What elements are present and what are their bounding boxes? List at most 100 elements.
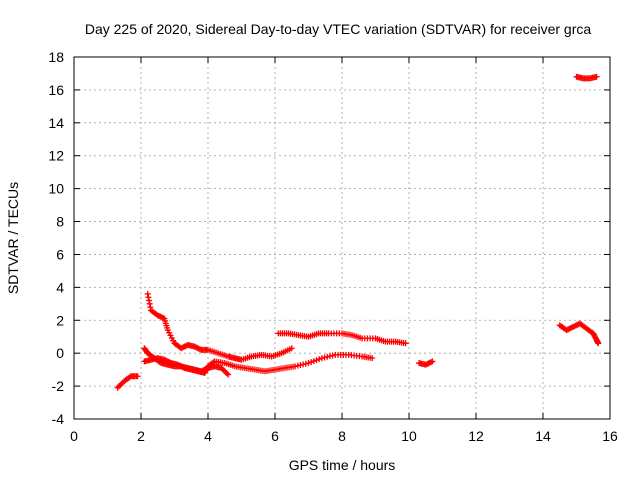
x-tick-label: 12 (468, 428, 484, 444)
series-arc-a (114, 373, 141, 391)
data-point (425, 360, 432, 367)
y-tick-label: 6 (56, 246, 64, 262)
data-point (292, 363, 299, 370)
data-point (145, 294, 152, 301)
data-point (176, 362, 183, 369)
series-arc-b (144, 290, 295, 363)
y-axis-label: SDTVAR / TECUs (5, 182, 21, 294)
x-tick-label: 2 (137, 428, 145, 444)
x-axis-label: GPS time / hours (289, 457, 396, 473)
data-point (156, 312, 163, 319)
data-point (308, 359, 315, 366)
data-point (564, 326, 571, 333)
x-tick-label: 8 (338, 428, 346, 444)
y-tick-labels: -4 -2 0 2 4 6 8 10 12 14 16 18 (48, 49, 64, 427)
data-point (429, 358, 436, 365)
data-point (161, 356, 168, 363)
data-point (426, 359, 433, 366)
data-point (178, 363, 185, 370)
data-point (329, 352, 336, 359)
data-point (158, 314, 165, 321)
data-point (182, 343, 189, 350)
series-arc-g (556, 320, 602, 347)
data-point (402, 340, 409, 347)
data-point (192, 344, 199, 351)
data-point (297, 362, 304, 369)
y-tick-label: 18 (48, 49, 64, 65)
data-point (326, 353, 333, 360)
x-tick-labels: 0 2 4 6 8 10 12 14 16 (70, 428, 618, 444)
data-point (225, 371, 232, 378)
data-point (369, 355, 376, 362)
data-point (147, 304, 154, 311)
data-point (166, 359, 173, 366)
data-point (165, 358, 172, 365)
data-point (294, 362, 301, 369)
data-point (180, 364, 187, 371)
data-point (316, 356, 323, 363)
data-point (563, 327, 570, 334)
data-point (567, 325, 574, 332)
data-point (157, 313, 164, 320)
data-point (177, 363, 184, 370)
data-point (154, 312, 161, 319)
data-point (424, 361, 431, 368)
x-tick-label: 16 (602, 428, 618, 444)
series-arc-f (416, 358, 436, 368)
data-point (288, 345, 295, 352)
x-tick-label: 4 (204, 428, 212, 444)
series-arc-e (275, 330, 409, 347)
data-point (223, 370, 230, 377)
y-tick-label: 8 (56, 214, 64, 230)
y-tick-label: 0 (56, 345, 64, 361)
y-tick-label: -2 (52, 378, 65, 394)
data-point (595, 340, 602, 347)
data-point (162, 357, 169, 364)
data-point (180, 343, 187, 350)
data-points (114, 73, 602, 391)
ticks (73, 56, 611, 420)
data-point (191, 343, 198, 350)
x-tick-label: 10 (401, 428, 417, 444)
data-point (571, 323, 578, 330)
x-tick-label: 14 (535, 428, 551, 444)
data-point (568, 324, 575, 331)
data-point (126, 374, 133, 381)
y-tick-label: 16 (48, 82, 64, 98)
y-tick-label: 2 (56, 312, 64, 328)
x-tick-label: 0 (70, 428, 78, 444)
chart-title: Day 225 of 2020, Sidereal Day-to-day VTE… (85, 21, 591, 37)
data-point (422, 361, 429, 368)
data-point (146, 300, 153, 307)
data-point (313, 357, 320, 364)
data-point (196, 346, 203, 353)
data-point (300, 361, 307, 368)
data-point (164, 358, 171, 365)
data-point (570, 323, 577, 330)
series-arc-h (573, 73, 600, 82)
data-point (146, 297, 153, 304)
data-point (593, 73, 600, 80)
data-point (428, 359, 435, 366)
y-tick-label: 10 (48, 181, 64, 197)
data-point (210, 359, 217, 366)
data-point (321, 354, 328, 361)
data-point (195, 345, 202, 352)
y-tick-label: -4 (52, 411, 65, 427)
data-point (324, 353, 331, 360)
grid (74, 57, 610, 419)
data-point (302, 360, 309, 367)
data-point (134, 373, 141, 380)
y-tick-label: 12 (48, 148, 64, 164)
data-point (566, 325, 573, 332)
data-point (174, 361, 181, 368)
data-point (310, 358, 317, 365)
data-point (144, 290, 151, 297)
data-point (305, 360, 312, 367)
data-point (318, 355, 325, 362)
data-point (572, 322, 579, 329)
y-tick-label: 4 (56, 279, 64, 295)
x-tick-label: 6 (271, 428, 279, 444)
y-tick-label: 14 (48, 115, 64, 131)
